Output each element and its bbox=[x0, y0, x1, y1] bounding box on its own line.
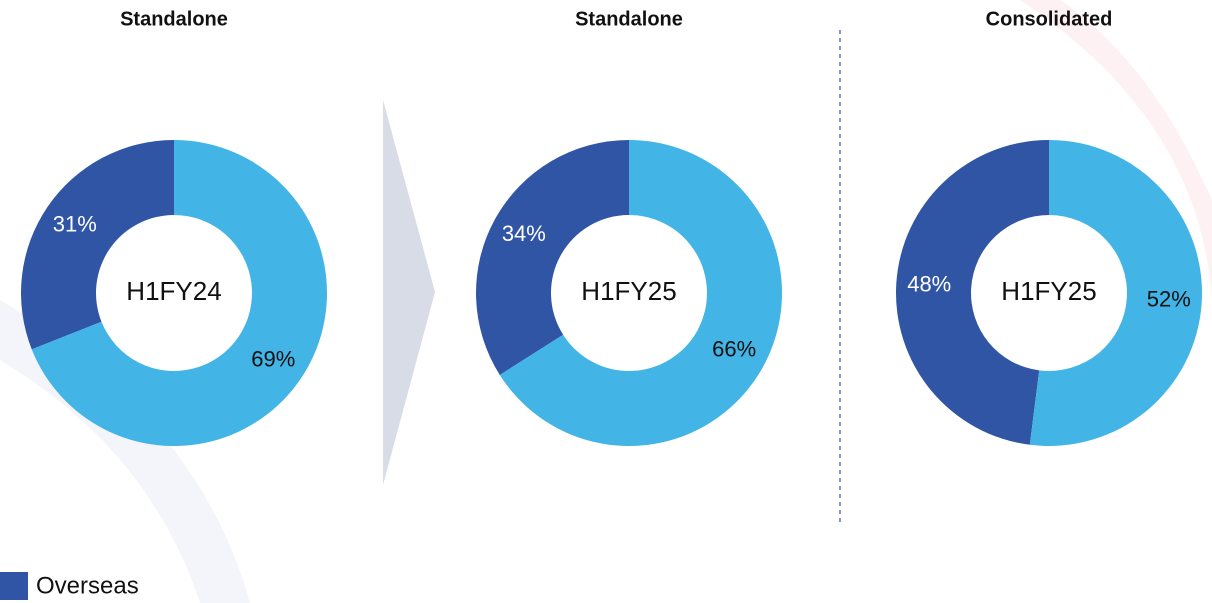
data-label: 48% bbox=[907, 271, 951, 296]
chart-title: Standalone bbox=[575, 8, 683, 30]
donut-slice bbox=[20, 140, 174, 350]
arrow bbox=[383, 100, 435, 485]
decor-arc bbox=[1020, 0, 1212, 300]
center-label: H1FY24 bbox=[126, 276, 221, 306]
donut-slice bbox=[1029, 140, 1202, 446]
donut-slice bbox=[476, 140, 629, 375]
center-label: H1FY25 bbox=[1001, 276, 1096, 306]
center-label: H1FY25 bbox=[581, 276, 676, 306]
data-label: 34% bbox=[502, 221, 546, 246]
chart-title: Standalone bbox=[120, 8, 228, 30]
data-label: 66% bbox=[712, 337, 756, 362]
data-label: 69% bbox=[251, 346, 295, 371]
legend-label: Overseas bbox=[36, 572, 139, 599]
donut-slice bbox=[499, 140, 782, 446]
chart-title: Consolidated bbox=[986, 8, 1113, 30]
donut-slice bbox=[31, 140, 327, 446]
donut-slice bbox=[895, 140, 1049, 445]
data-label: 31% bbox=[53, 211, 97, 236]
legend-swatch bbox=[0, 572, 28, 600]
data-label: 52% bbox=[1147, 286, 1191, 311]
